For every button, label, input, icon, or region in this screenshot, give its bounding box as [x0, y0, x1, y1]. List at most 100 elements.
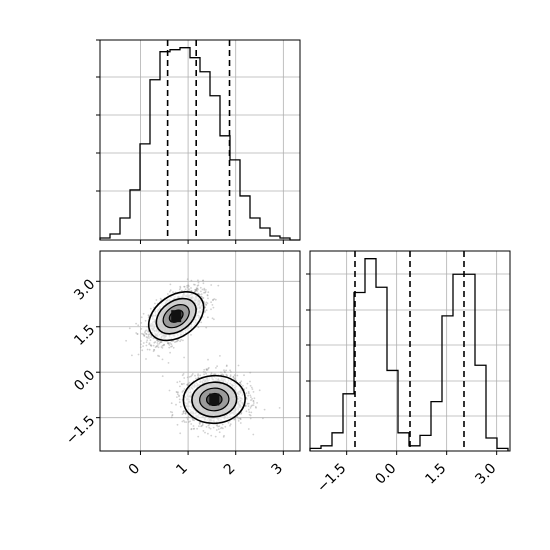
- scatter-point: [203, 368, 206, 371]
- scatter-point: [200, 321, 203, 324]
- scatter-point: [193, 283, 195, 286]
- scatter-point: [209, 427, 212, 430]
- scatter-point: [217, 284, 220, 287]
- scatter-point: [176, 391, 179, 394]
- scatter-point: [211, 304, 214, 306]
- scatter-point: [186, 376, 189, 379]
- scatter-point: [217, 428, 220, 430]
- density-peak: [209, 393, 220, 406]
- scatter-point: [179, 340, 182, 343]
- scatter-point: [154, 346, 157, 349]
- scatter-point: [222, 374, 225, 376]
- histogram-x-bar: [110, 234, 120, 240]
- scatter-point: [172, 346, 175, 349]
- scatter-point: [239, 422, 242, 424]
- scatter-point: [190, 287, 192, 289]
- scatter-point: [188, 376, 191, 378]
- scatter-point: [244, 405, 247, 407]
- scatter-point: [233, 374, 236, 376]
- scatter-point: [219, 427, 222, 430]
- scatter-point: [204, 290, 207, 293]
- scatter-point: [158, 342, 161, 345]
- scatter-point: [255, 406, 257, 409]
- scatter-point: [139, 346, 142, 349]
- y-tick-label: 0.0: [71, 367, 98, 394]
- scatter-point: [220, 426, 223, 429]
- scatter-point: [233, 417, 236, 420]
- scatter-point: [201, 423, 204, 425]
- scatter-point: [147, 333, 150, 336]
- scatter-point: [239, 381, 241, 384]
- histogram-y-bar: [486, 438, 497, 451]
- scatter-point: [250, 405, 253, 408]
- histogram-x-bar: [140, 144, 150, 240]
- histogram-x-bar: [240, 196, 250, 240]
- scatter-point: [197, 435, 200, 438]
- scatter-point: [226, 374, 229, 377]
- scatter-point: [191, 418, 194, 420]
- scatter-point: [187, 416, 190, 419]
- scatter-point: [204, 371, 207, 373]
- scatter-point: [218, 431, 221, 434]
- scatter-point: [195, 287, 198, 289]
- x-tick-label: 3.0: [472, 461, 499, 488]
- scatter-point: [248, 411, 251, 413]
- scatter-point: [243, 374, 245, 377]
- scatter-point: [195, 289, 198, 291]
- scatter-point: [245, 410, 248, 413]
- scatter-point: [154, 302, 156, 305]
- scatter-point: [194, 289, 197, 292]
- scatter-point: [145, 344, 148, 347]
- scatter-point: [183, 377, 186, 379]
- scatter-point: [153, 348, 155, 351]
- scatter-point: [194, 290, 196, 293]
- scatter-point: [221, 373, 224, 376]
- scatter-point: [188, 381, 191, 384]
- scatter-point: [135, 332, 138, 334]
- scatter-point: [197, 288, 199, 291]
- scatter-point: [156, 342, 159, 344]
- scatter-point: [207, 367, 210, 370]
- scatter-point: [202, 430, 205, 432]
- scatter-point: [197, 376, 200, 379]
- scatter-point: [258, 389, 261, 392]
- scatter-point: [200, 295, 203, 298]
- scatter-point: [200, 290, 202, 293]
- scatter-point: [247, 405, 250, 407]
- scatter-point: [236, 415, 239, 418]
- scatter-point: [176, 393, 179, 396]
- scatter-point: [150, 344, 152, 347]
- scatter-point: [186, 384, 189, 386]
- scatter-point: [198, 422, 201, 425]
- scatter-point: [182, 339, 184, 342]
- scatter-point: [183, 388, 186, 390]
- scatter-point: [186, 416, 188, 419]
- scatter-point: [249, 371, 252, 374]
- scatter-density-panel: 0 1 2 3 3.0 1.5 0.0 −1.5: [63, 250, 301, 478]
- scatter-point: [204, 431, 206, 434]
- scatter-point: [136, 333, 139, 335]
- histogram-x-bar: [220, 136, 230, 240]
- scatter-point: [212, 306, 215, 309]
- histogram-x-step: [99, 47, 300, 241]
- scatter-point: [148, 348, 151, 351]
- scatter-point: [170, 416, 173, 419]
- scatter-point: [187, 285, 190, 288]
- scatter-point: [183, 285, 186, 288]
- scatter-point: [205, 368, 208, 370]
- scatter-point: [225, 373, 228, 376]
- scatter-point: [249, 414, 252, 417]
- scatter-point: [210, 372, 213, 375]
- scatter-point: [183, 410, 185, 412]
- scatter-point: [252, 433, 255, 436]
- scatter-point: [154, 341, 157, 343]
- scatter-point: [246, 382, 249, 385]
- histogram-x-bar: [200, 72, 210, 240]
- scatter-point: [245, 387, 248, 389]
- scatter-point: [128, 327, 131, 330]
- scatter-point: [144, 330, 147, 333]
- scatter-point: [197, 284, 200, 287]
- scatter-point: [145, 329, 148, 332]
- scatter-point: [183, 421, 186, 423]
- scatter-point: [203, 302, 206, 305]
